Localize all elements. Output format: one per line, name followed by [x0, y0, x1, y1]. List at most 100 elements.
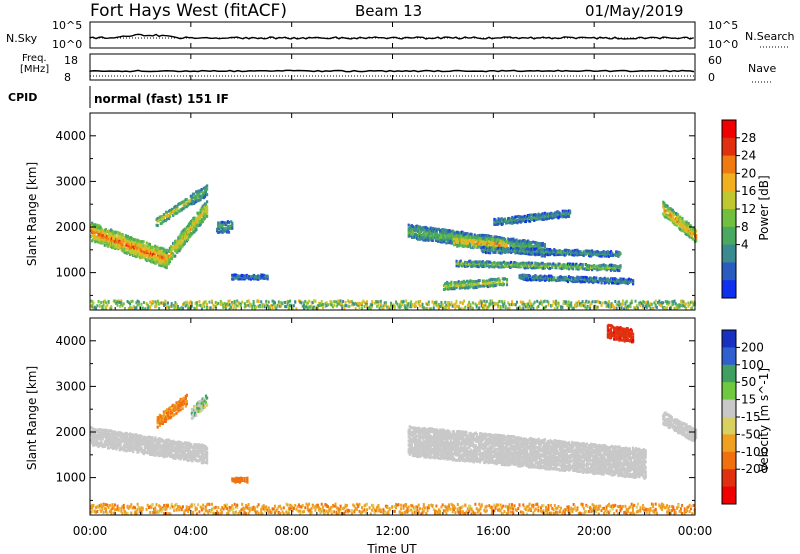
echo-cell	[448, 232, 451, 236]
echo-cell	[202, 302, 205, 306]
echo-cell	[206, 459, 209, 463]
echo-cell	[572, 276, 575, 280]
echo-cell	[189, 300, 192, 304]
echo-cell	[251, 307, 254, 311]
echo-cell	[367, 306, 370, 310]
echo-cell	[164, 303, 167, 307]
echo-cell	[530, 243, 533, 247]
echo-cell	[494, 218, 497, 222]
echo-cell	[315, 305, 318, 309]
echo-cell	[112, 235, 115, 239]
echo-cell	[92, 307, 95, 311]
echo-cell	[114, 430, 117, 434]
echo-cell	[241, 300, 244, 304]
echo-cell	[669, 305, 672, 309]
echo-cell	[329, 302, 332, 306]
echo-cell	[248, 302, 251, 306]
echo-cell	[160, 246, 163, 250]
echo-cell	[618, 300, 621, 304]
echo-cell	[440, 303, 443, 307]
echo-cell	[421, 305, 424, 309]
echo-cell	[130, 446, 133, 450]
echo-cell	[512, 303, 515, 307]
echo-cell	[165, 266, 168, 270]
echo-cell	[366, 304, 368, 308]
echo-cell	[263, 305, 266, 309]
echo-cell	[434, 301, 437, 304]
echo-cell	[415, 300, 418, 304]
echo-cell	[407, 435, 410, 439]
echo-cell	[305, 305, 308, 309]
echo-cell	[106, 239, 109, 242]
echo-cell	[565, 276, 568, 280]
echo-cell	[431, 226, 434, 230]
echo-cell	[164, 299, 167, 303]
echo-cell	[125, 237, 128, 241]
echo-cell	[455, 285, 458, 289]
echo-cell	[569, 211, 572, 215]
echo-cell	[438, 227, 441, 231]
echo-cell	[366, 302, 368, 306]
echo-cell	[456, 283, 459, 287]
echo-cell	[497, 222, 500, 226]
echo-cell	[526, 217, 530, 221]
echo-cell	[549, 266, 552, 270]
echo-cell	[194, 408, 197, 412]
echo-cell	[514, 218, 517, 222]
echo-cell	[468, 281, 471, 284]
echo-cell	[614, 280, 617, 284]
echo-cell	[419, 299, 421, 303]
echo-cell	[597, 250, 600, 254]
echo-cell	[518, 241, 521, 245]
echo-cell	[613, 305, 616, 309]
echo-cell	[287, 305, 290, 309]
echo-cell	[185, 198, 188, 201]
echo-cell	[344, 304, 347, 307]
echo-cell	[223, 304, 226, 308]
echo-cell	[409, 226, 412, 230]
echo-cell	[231, 303, 234, 307]
echo-cell	[94, 428, 97, 431]
echo-cell	[643, 300, 646, 304]
echo-cell	[123, 447, 126, 451]
echo-cell	[245, 304, 247, 308]
echo-cell	[619, 264, 622, 268]
echo-cell	[460, 235, 463, 239]
echo-cell	[103, 235, 106, 239]
echo-cell	[487, 305, 489, 309]
echo-cell	[152, 443, 155, 447]
echo-cell	[167, 250, 170, 253]
echo-cell	[393, 306, 396, 310]
echo-cell	[418, 451, 421, 455]
echo-cell	[272, 302, 275, 306]
echo-cell	[477, 265, 480, 269]
echo-cell	[669, 210, 672, 214]
echo-cell	[233, 275, 236, 279]
echo-cell	[513, 261, 516, 264]
echo-cell	[200, 307, 203, 311]
echo-cell	[512, 248, 515, 251]
echo-cell	[620, 302, 623, 306]
echo-cell	[187, 307, 190, 310]
echo-cell	[494, 241, 497, 245]
echo-cell	[184, 395, 187, 398]
echo-cell	[320, 300, 323, 303]
echo-cell	[167, 414, 170, 418]
echo-cell	[170, 451, 173, 455]
echo-cell	[386, 305, 389, 309]
echo-cell	[168, 217, 171, 221]
echo-cell	[176, 211, 179, 215]
echo-cell	[516, 300, 518, 304]
echo-cell	[166, 301, 169, 305]
echo-cell	[496, 263, 499, 267]
echo-cell	[553, 253, 556, 257]
echo-cell	[338, 302, 341, 306]
echo-cell	[572, 278, 575, 281]
echo-cell	[300, 301, 303, 305]
echo-cell	[118, 437, 121, 441]
echo-cell	[681, 304, 684, 308]
echo-cell	[214, 300, 217, 304]
echo-cell	[145, 444, 149, 448]
echo-cell	[595, 276, 598, 280]
